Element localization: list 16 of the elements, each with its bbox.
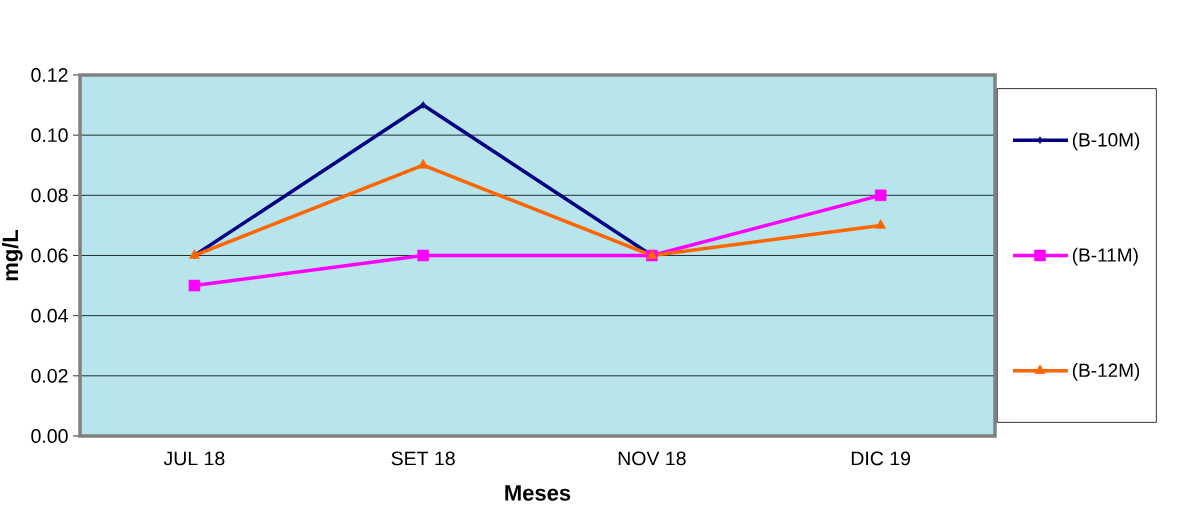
x-tick-label: SET 18 — [391, 451, 455, 466]
y-tick-label: 0.08 — [31, 188, 68, 203]
x-tick-label: NOV 18 — [618, 451, 686, 466]
y-tick-label: 0.06 — [31, 248, 68, 263]
legend-label: (B-12M) — [1072, 363, 1140, 381]
x-tick-label: JUL 18 — [163, 451, 225, 466]
y-tick-label: 0.02 — [31, 368, 68, 383]
x-axis-title: Meses — [505, 485, 571, 501]
legend-label: (B-10M) — [1072, 132, 1140, 151]
x-tick-label: DIC 19 — [851, 451, 911, 466]
y-tick-label: 0.10 — [31, 128, 68, 143]
y-tick-label: 0.00 — [31, 429, 68, 443]
legend-label: (B-11M) — [1072, 247, 1138, 266]
y-tick-label: 0.12 — [31, 68, 68, 82]
y-axis-title: mg/L — [2, 229, 23, 281]
y-tick-label: 0.04 — [31, 308, 68, 323]
